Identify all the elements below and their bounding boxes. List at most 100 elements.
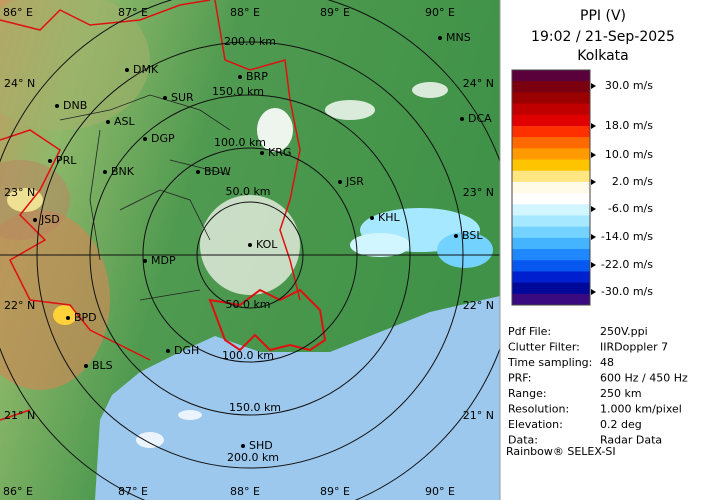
colorbar-band (512, 92, 590, 105)
colorbar-band (512, 249, 590, 261)
city-label: PRL (56, 154, 77, 167)
lat-label-right: 23° N (463, 186, 494, 199)
city-label: BRP (246, 70, 268, 83)
lon-label-bottom: 90° E (425, 485, 455, 498)
scale-label: 30.0 m/s (605, 79, 653, 92)
range-label: 150.0 km (212, 85, 264, 98)
lat-label-left: 24° N (4, 77, 35, 90)
range-label: 200.0 km (224, 35, 276, 48)
info-value: IIRDoppler 7 (600, 341, 668, 354)
colorbar-band (512, 114, 590, 127)
range-label: 100.0 km (214, 136, 266, 149)
city-label: BNK (111, 165, 135, 178)
colorbar-band (512, 282, 590, 295)
scale-label: 18.0 m/s (605, 119, 653, 132)
range-label: 200.0 km (227, 451, 279, 464)
city-dot (460, 117, 464, 121)
scale-arrow (591, 234, 596, 240)
scale-arrow (591, 123, 596, 129)
colorbar-band (512, 237, 590, 250)
city-label: KRG (268, 146, 291, 159)
city-label: DGP (151, 132, 175, 145)
info-value: 0.2 deg (600, 418, 642, 431)
borders (0, 0, 301, 421)
lat-label-left: 23° N (4, 186, 35, 199)
lon-label-top: 90° E (425, 6, 455, 19)
colorbar-band (512, 148, 590, 161)
city-label: MNS (446, 31, 471, 44)
lon-label-bottom: 89° E (320, 485, 350, 498)
lon-label-top: 89° E (320, 6, 350, 19)
colorbar-band (512, 226, 590, 239)
city-dot (106, 120, 110, 124)
info-key: Data: (508, 434, 538, 447)
info-key: Clutter Filter: (508, 341, 580, 354)
colorbar-band (512, 215, 590, 228)
city-dot (166, 349, 170, 353)
city-dot (196, 170, 200, 174)
colorbar-band (512, 170, 590, 183)
colorbar-band (512, 81, 590, 93)
range-label: 150.0 km (229, 401, 281, 414)
colorbar-band (512, 293, 590, 306)
lon-label-top: 86° E (3, 6, 33, 19)
colorbar-frame (511, 69, 591, 306)
colorbar-band (512, 260, 590, 272)
lon-label-bottom: 87° E (118, 485, 148, 498)
title: PPI (V) (580, 8, 626, 24)
city-dot (163, 96, 167, 100)
panel: PPI (V) 19:02 / 21-Sep-2025 Kolkata Rain… (506, 8, 675, 458)
info-value: 250V.ppi (600, 325, 648, 338)
scale-label: -30.0 m/s (601, 285, 653, 298)
colorbar-band (512, 159, 590, 172)
city-dot (454, 234, 458, 238)
colorbar-band (512, 125, 590, 138)
range-label: 50.0 km (225, 185, 270, 198)
city-dot (33, 218, 37, 222)
city-label: JSD (40, 213, 60, 226)
lat-label-right: 21° N (463, 409, 494, 422)
colorbar-band (512, 70, 590, 82)
info-key: Pdf File: (508, 325, 551, 338)
city-label: DCA (468, 112, 492, 125)
colorbar-band (512, 271, 590, 284)
city-dot (48, 159, 52, 163)
city-label: ASL (114, 115, 136, 128)
city-dot (241, 444, 245, 448)
time: 19:02 / 21-Sep-2025 (531, 29, 675, 45)
lon-label-bottom: 88° E (230, 485, 260, 498)
city-dot (103, 170, 107, 174)
city-dot (143, 259, 147, 263)
city-dot (370, 216, 374, 220)
colorbar-band (512, 137, 590, 149)
city-label: BDW (204, 165, 231, 178)
city-label: DMK (133, 63, 159, 76)
city-label: BPD (74, 311, 97, 324)
lon-label-top: 87° E (118, 6, 148, 19)
info-key: Time sampling: (507, 356, 592, 369)
info-value: 250 km (600, 387, 642, 400)
scale-label: 2.0 m/s (612, 175, 653, 188)
info-key: Resolution: (508, 403, 569, 416)
range-label: 50.0 km (225, 298, 270, 311)
lat-label-left: 21° N (4, 409, 35, 422)
city-dot (248, 243, 252, 247)
city-label: KHL (378, 211, 400, 224)
scale-arrow (591, 152, 596, 158)
info-value: 1.000 km/pixel (600, 403, 682, 416)
info-value: Radar Data (600, 434, 662, 447)
lat-label-left: 22° N (4, 299, 35, 312)
city-dot (238, 75, 242, 79)
footer: Rainbow® SELEX-SI (506, 445, 616, 458)
city-dot (143, 137, 147, 141)
scale-label: -22.0 m/s (601, 258, 653, 271)
hills (0, 0, 150, 130)
city-label: DGH (174, 344, 199, 357)
scale-label: -14.0 m/s (601, 230, 653, 243)
city-label: SHD (249, 439, 273, 452)
scale-arrow (591, 289, 596, 295)
info-value: 600 Hz / 450 Hz (600, 372, 688, 385)
info-key: Range: (508, 387, 547, 400)
